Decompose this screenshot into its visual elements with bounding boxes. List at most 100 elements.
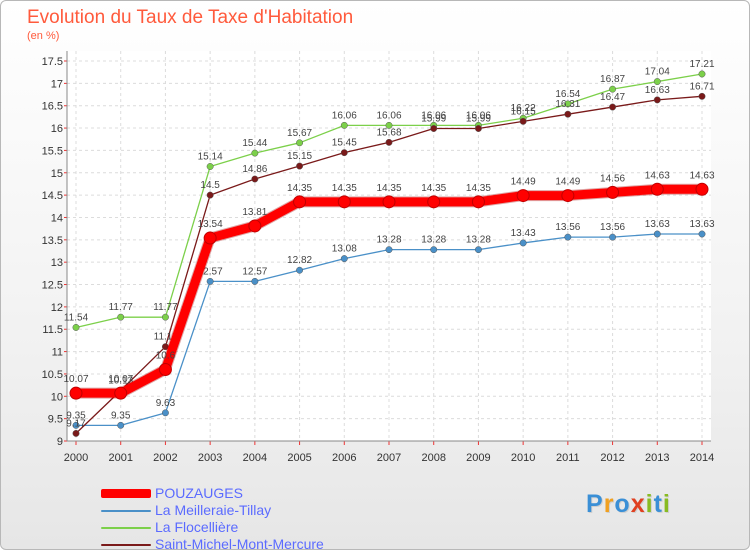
x-tick-label: 2001: [108, 452, 132, 464]
data-point-pouzauges: [471, 195, 485, 209]
y-tick-label: 15: [51, 168, 63, 180]
data-point-la-meilleraie-tillay: [251, 277, 259, 285]
data-point-saint-michel-mont-mercure: [609, 103, 617, 111]
data-point-saint-michel-mont-mercure: [474, 125, 482, 132]
data-label-la-flocelliere: 16.06: [421, 110, 446, 121]
data-label-la-meilleraie-tillay: 12.57: [242, 266, 267, 277]
legend-item-la-flocelliere: La Flocellière: [101, 519, 401, 536]
data-label-saint-michel-mont-mercure: 16.47: [600, 92, 625, 103]
legend-swatch: [101, 544, 151, 546]
data-point-pouzauges: [650, 182, 664, 196]
logo-letter: t: [653, 490, 663, 518]
data-label-la-flocelliere: 16.06: [466, 110, 491, 121]
data-label-saint-michel-mont-mercure: 15.45: [332, 138, 357, 149]
logo-letter: P: [586, 490, 604, 518]
data-point-la-flocelliere: [117, 313, 125, 321]
data-label-saint-michel-mont-mercure: 15.99: [421, 114, 446, 125]
data-label-saint-michel-mont-mercure: 15.68: [376, 127, 401, 138]
data-label-la-meilleraie-tillay: 13.08: [332, 244, 357, 255]
data-point-la-meilleraie-tillay: [206, 277, 214, 285]
x-tick-label: 2000: [64, 452, 88, 464]
data-label-la-meilleraie-tillay: 9.63: [156, 398, 176, 409]
y-tick-label: 13.5: [42, 235, 63, 247]
y-tick-label: 12.5: [42, 280, 63, 292]
x-tick-label: 2008: [421, 452, 445, 464]
chart-title: Evolution du Taux de Taxe d'Habitation: [27, 7, 354, 28]
y-tick-label: 11: [52, 347, 63, 359]
data-point-la-meilleraie-tillay: [72, 421, 80, 429]
data-label-la-flocelliere: 11.77: [109, 302, 134, 313]
x-tick-label: 2002: [153, 452, 177, 464]
data-label-pouzauges: 14.63: [689, 170, 714, 181]
data-label-la-flocelliere: 15.67: [287, 128, 312, 139]
x-tick-label: 2011: [556, 452, 580, 464]
data-label-pouzauges: 14.35: [287, 183, 312, 194]
data-label-la-flocelliere: 16.06: [376, 110, 401, 121]
data-point-la-meilleraie-tillay: [519, 239, 527, 247]
data-label-la-meilleraie-tillay: 13.28: [421, 235, 446, 246]
data-label-pouzauges: 14.35: [421, 183, 446, 194]
data-label-la-flocelliere: 16.22: [511, 103, 536, 114]
legend-swatch: [101, 527, 151, 529]
data-point-saint-michel-mont-mercure: [564, 110, 572, 118]
data-point-la-flocelliere: [161, 313, 169, 321]
data-point-saint-michel-mont-mercure: [340, 149, 348, 157]
data-point-pouzauges: [382, 195, 396, 209]
data-point-la-flocelliere: [206, 163, 214, 170]
y-tick-label: 17.5: [42, 56, 63, 68]
data-label-saint-michel-mont-mercure: 16.15: [511, 106, 536, 117]
legend: POUZAUGES La Meilleraie-Tillay La Flocel…: [101, 485, 401, 550]
data-label-la-flocelliere: 16.54: [555, 89, 580, 100]
data-point-pouzauges: [427, 195, 441, 209]
y-tick-label: 17: [51, 78, 63, 90]
data-label-pouzauges: 14.35: [332, 183, 357, 194]
data-point-la-meilleraie-tillay: [430, 246, 438, 254]
data-label-la-flocelliere: 16.87: [600, 74, 625, 85]
data-label-saint-michel-mont-mercure: 10.13: [108, 375, 133, 386]
x-tick-label: 2007: [377, 452, 401, 464]
data-point-saint-michel-mont-mercure: [519, 117, 527, 125]
x-tick-label: 2004: [243, 452, 267, 464]
proxiti-logo: Proxiti: [586, 490, 671, 519]
legend-item-pouzauges: POUZAUGES: [101, 485, 401, 502]
data-point-la-meilleraie-tillay: [161, 409, 169, 417]
data-label-saint-michel-mont-mercure: 16.63: [645, 85, 670, 96]
y-tick-label: 13: [51, 257, 63, 269]
data-label-saint-michel-mont-mercure: 11.11: [154, 332, 178, 343]
data-label-pouzauges: 14.35: [466, 183, 491, 194]
data-point-la-meilleraie-tillay: [653, 230, 661, 238]
legend-item-la-meilleraie-tillay: La Meilleraie-Tillay: [101, 502, 401, 519]
data-point-la-meilleraie-tillay: [117, 421, 125, 429]
data-point-saint-michel-mont-mercure: [72, 429, 80, 437]
data-label-saint-michel-mont-mercure: 15.15: [287, 151, 312, 162]
data-point-la-flocelliere: [251, 149, 259, 157]
data-point-saint-michel-mont-mercure: [653, 96, 661, 104]
data-point-la-flocelliere: [564, 100, 572, 108]
y-tick-label: 12: [51, 302, 63, 314]
legend-label: Saint-Michel-Mont-Mercure: [155, 536, 324, 550]
y-tick-label: 15.5: [42, 145, 63, 157]
data-label-la-meilleraie-tillay: 9.35: [66, 410, 86, 421]
x-tick-label: 2005: [287, 452, 311, 464]
data-label-la-flocelliere: 11.77: [153, 302, 178, 313]
data-label-pouzauges: 10.07: [108, 374, 133, 385]
data-point-pouzauges: [158, 362, 172, 376]
data-label-pouzauges: 13.54: [198, 219, 223, 230]
y-tick-label: 14: [51, 212, 63, 224]
data-point-la-meilleraie-tillay: [340, 255, 348, 263]
data-label-saint-michel-mont-mercure: 16.71: [689, 81, 714, 92]
data-point-la-meilleraie-tillay: [609, 233, 617, 241]
data-point-pouzauges: [561, 189, 575, 203]
logo-letter: r: [603, 490, 615, 518]
logo-letter: i: [662, 490, 671, 518]
data-label-la-flocelliere: 17.21: [689, 59, 714, 70]
data-label-la-meilleraie-tillay: 13.28: [466, 235, 491, 246]
data-point-la-meilleraie-tillay: [385, 246, 393, 254]
data-point-saint-michel-mont-mercure: [296, 162, 304, 170]
legend-label: La Flocellière: [155, 519, 239, 535]
y-unit-label: (en %): [27, 30, 60, 42]
data-label-saint-michel-mont-mercure: 15.99: [466, 114, 491, 125]
x-tick-label: 2003: [198, 452, 222, 464]
